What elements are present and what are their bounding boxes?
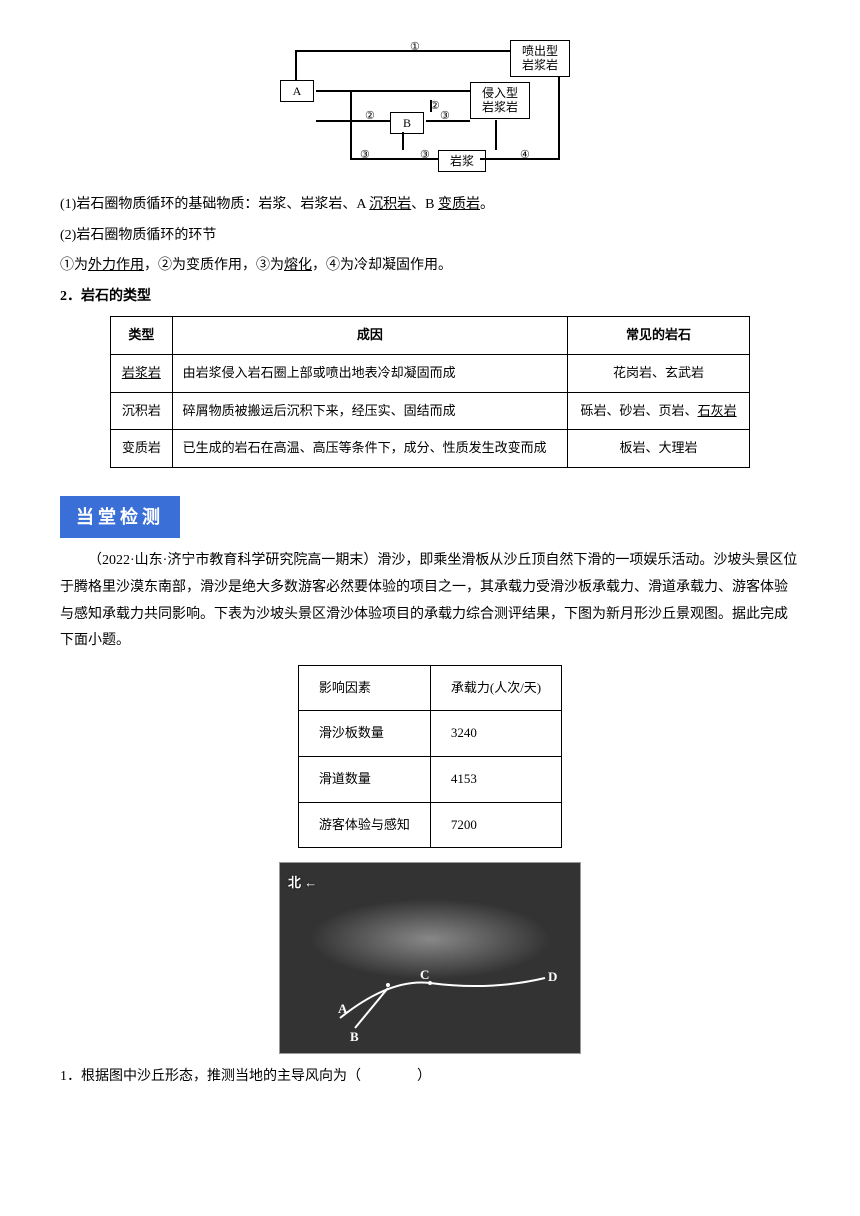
cell-r1c1: 岩浆岩 — [122, 365, 161, 380]
table-row: 岩浆岩 由岩浆侵入岩石圈上部或喷出地表冷却凝固而成 花岗岩、玄武岩 — [111, 355, 750, 393]
diag-label-3c: ③ — [420, 145, 430, 166]
table-row: 滑道数量 4153 — [298, 757, 561, 803]
cap-r3c1: 游客体验与感知 — [298, 802, 430, 848]
pt-c: C — [420, 967, 429, 982]
section-banner: 当堂检测 — [60, 496, 180, 538]
pt-b: B — [350, 1029, 359, 1044]
diag-label-3a: ③ — [360, 145, 370, 166]
r2c3a: 砾岩、砂岩、页岩、 — [581, 403, 698, 418]
para-1: (1)岩石圈物质循环的基础物质：岩浆、岩浆岩、A 沉积岩、B 变质岩。 — [60, 192, 800, 219]
th-cause: 成因 — [172, 317, 567, 355]
p3-u1: 外力作用 — [88, 258, 144, 273]
p1c: 。 — [480, 197, 494, 212]
cell-r3c2: 已生成的岩石在高温、高压等条件下，成分、性质发生改变而成 — [172, 430, 567, 468]
p1-u2: 变质岩 — [438, 197, 480, 212]
cap-h1: 影响因素 — [298, 665, 430, 711]
box-intrusive: 侵入型 岩浆岩 — [470, 82, 530, 119]
cap-r1c1: 滑沙板数量 — [298, 711, 430, 757]
box-a: A — [280, 80, 314, 102]
p1a: (1)岩石圈物质循环的基础物质：岩浆、岩浆岩、A — [60, 197, 369, 212]
cell-r2c2: 碎屑物质被搬运后沉积下来，经压实、固结而成 — [172, 392, 567, 430]
diag-label-2a: ② — [365, 106, 375, 127]
table-row: 影响因素 承载力(人次/天) — [298, 665, 561, 711]
cell-r3c1: 变质岩 — [111, 430, 173, 468]
pt-a: A — [338, 1001, 348, 1016]
dune-photo: 北 ← A B C D — [279, 862, 581, 1054]
table-row: 变质岩 已生成的岩石在高温、高压等条件下，成分、性质发生改变而成 板岩、大理岩 — [111, 430, 750, 468]
capacity-table: 影响因素 承载力(人次/天) 滑沙板数量 3240 滑道数量 4153 游客体验… — [298, 665, 562, 849]
r2c3u: 石灰岩 — [698, 403, 737, 418]
box-extrusive: 喷出型 岩浆岩 — [510, 40, 570, 77]
th-type: 类型 — [111, 317, 173, 355]
p3a: ①为 — [60, 258, 88, 273]
cell-r2c1: 沉积岩 — [111, 392, 173, 430]
box-b: B — [390, 112, 424, 134]
table-row: 类型 成因 常见的岩石 — [111, 317, 750, 355]
diag-label-2b: ② — [430, 96, 440, 117]
p3b: ，②为变质作用，③为 — [144, 258, 284, 273]
cap-h2: 承载力(人次/天) — [430, 665, 561, 711]
cap-r2c1: 滑道数量 — [298, 757, 430, 803]
cell-r2c3: 砾岩、砂岩、页岩、石灰岩 — [568, 392, 750, 430]
p1b: 、B — [411, 197, 438, 212]
box-magma: 岩浆 — [438, 150, 486, 172]
table-row: 游客体验与感知 7200 — [298, 802, 561, 848]
cap-r2c2: 4153 — [430, 757, 561, 803]
diag-label-3b: ③ — [440, 106, 450, 127]
cap-r1c2: 3240 — [430, 711, 561, 757]
p1-u1: 沉积岩 — [369, 197, 411, 212]
table-row: 沉积岩 碎屑物质被搬运后沉积下来，经压实、固结而成 砾岩、砂岩、页岩、石灰岩 — [111, 392, 750, 430]
cap-r3c2: 7200 — [430, 802, 561, 848]
p3-u2: 熔化 — [284, 258, 312, 273]
cell-r1c2: 由岩浆侵入岩石圈上部或喷出地表冷却凝固而成 — [172, 355, 567, 393]
th-examples: 常见的岩石 — [568, 317, 750, 355]
heading-rock-types: 2．岩石的类型 — [60, 284, 800, 311]
pt-d: D — [548, 969, 557, 984]
question-1: 1．根据图中沙丘形态，推测当地的主导风向为（ ） — [60, 1064, 800, 1091]
table-row: 滑沙板数量 3240 — [298, 711, 561, 757]
passage-text: （2022·山东·济宁市教育科学研究院高一期末）滑沙，即乘坐滑板从沙丘顶自然下滑… — [60, 548, 800, 654]
para-2: (2)岩石圈物质循环的环节 — [60, 223, 800, 250]
cell-r3c3: 板岩、大理岩 — [568, 430, 750, 468]
dune-overlay: A B C D — [280, 863, 580, 1053]
rock-cycle-diagram: A B 喷出型 岩浆岩 侵入型 岩浆岩 岩浆 ① ② ② ③ ③ ③ ④ — [280, 40, 580, 180]
p3c: ，④为冷却凝固作用。 — [312, 258, 452, 273]
cell-r1c3: 花岗岩、玄武岩 — [568, 355, 750, 393]
diag-label-1: ① — [410, 37, 420, 58]
diag-label-4: ④ — [520, 145, 530, 166]
para-3: ①为外力作用，②为变质作用，③为熔化，④为冷却凝固作用。 — [60, 253, 800, 280]
rock-types-table: 类型 成因 常见的岩石 岩浆岩 由岩浆侵入岩石圈上部或喷出地表冷却凝固而成 花岗… — [110, 316, 750, 468]
